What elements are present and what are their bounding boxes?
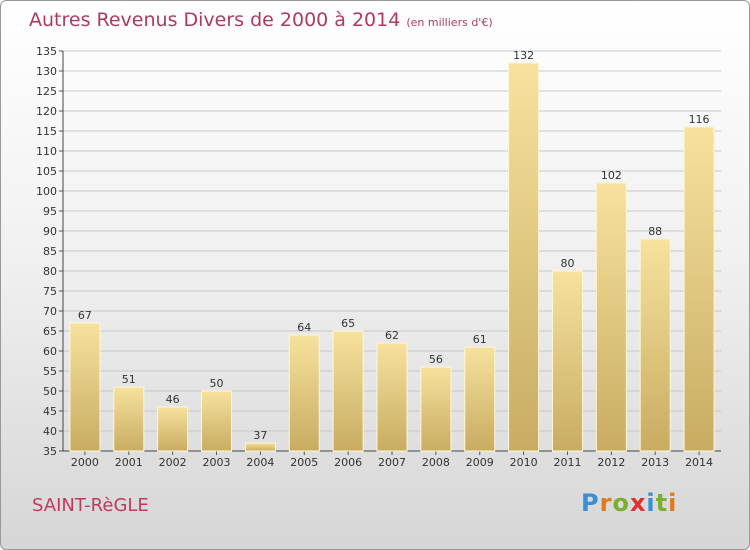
bar xyxy=(551,270,583,452)
y-tick-label: 55 xyxy=(43,365,57,378)
y-tick-label: 75 xyxy=(43,285,57,298)
logo-letter: P xyxy=(581,489,600,517)
x-tick-label: 2010 xyxy=(510,456,538,469)
x-tick-label: 2012 xyxy=(597,456,625,469)
bar xyxy=(69,322,101,452)
bar xyxy=(244,442,276,452)
proxiti-logo: Proxiti xyxy=(581,489,677,517)
logo-letter: t xyxy=(655,489,669,517)
logo-letter: r xyxy=(599,489,613,517)
data-label: 46 xyxy=(166,393,180,406)
data-label: 102 xyxy=(601,169,622,182)
x-tick-label: 2002 xyxy=(159,456,187,469)
x-tick-label: 2004 xyxy=(246,456,274,469)
y-tick-label: 125 xyxy=(36,85,57,98)
y-tick-label: 115 xyxy=(36,125,57,138)
x-tick-label: 2007 xyxy=(378,456,406,469)
data-label: 51 xyxy=(122,373,136,386)
logo-letter: o xyxy=(612,489,630,517)
logo-letter: i xyxy=(668,489,678,517)
bar xyxy=(288,334,320,452)
x-tick-label: 2014 xyxy=(685,456,713,469)
x-tick-label: 2003 xyxy=(203,456,231,469)
data-label: 37 xyxy=(253,429,267,442)
y-tick-label: 50 xyxy=(43,385,57,398)
y-tick-label: 45 xyxy=(43,405,57,418)
data-label: 67 xyxy=(78,309,92,322)
y-tick-label: 90 xyxy=(43,225,57,238)
bars xyxy=(69,62,715,452)
chart-title: Autres Revenus Divers de 2000 à 2014 (en … xyxy=(29,9,493,31)
y-tick-label: 70 xyxy=(43,305,57,318)
x-tick-label: 2009 xyxy=(466,456,494,469)
bar xyxy=(683,126,715,452)
x-tick-label: 2008 xyxy=(422,456,450,469)
bar xyxy=(201,390,233,452)
chart-unit-note: (en milliers d'€) xyxy=(406,16,493,29)
y-tick-label: 85 xyxy=(43,245,57,258)
bar xyxy=(464,346,496,452)
x-tick-label: 2011 xyxy=(553,456,581,469)
bar xyxy=(157,406,189,452)
data-label: 132 xyxy=(513,49,534,62)
bar xyxy=(639,238,671,452)
x-tick-label: 2005 xyxy=(290,456,318,469)
x-tick-label: 2001 xyxy=(115,456,143,469)
y-tick-label: 95 xyxy=(43,205,57,218)
data-label: 116 xyxy=(689,113,710,126)
data-label: 80 xyxy=(560,257,574,270)
data-label: 65 xyxy=(341,317,355,330)
y-tick-label: 40 xyxy=(43,425,57,438)
bar xyxy=(332,330,364,452)
y-tick-label: 135 xyxy=(36,45,57,58)
y-tick-label: 120 xyxy=(36,105,57,118)
x-tick-label: 2006 xyxy=(334,456,362,469)
y-tick-label: 80 xyxy=(43,265,57,278)
data-label: 50 xyxy=(210,377,224,390)
bar xyxy=(113,386,145,452)
data-label: 62 xyxy=(385,329,399,342)
y-tick-label: 110 xyxy=(36,145,57,158)
labels: 35 40 45 50 55 60 65 70 75 80 85 90 95 100 105 110 115 12… xyxy=(36,45,713,469)
data-label: 88 xyxy=(648,225,662,238)
logo-letter: x xyxy=(629,489,647,517)
bar xyxy=(376,342,408,452)
logo-letter: i xyxy=(646,489,656,517)
data-label: 56 xyxy=(429,353,443,366)
data-label: 64 xyxy=(297,321,311,334)
y-tick-label: 105 xyxy=(36,165,57,178)
y-tick-label: 100 xyxy=(36,185,57,198)
commune-name: SAINT-RèGLE xyxy=(32,495,149,516)
x-tick-label: 2013 xyxy=(641,456,669,469)
bar xyxy=(595,182,627,452)
y-tick-label: 35 xyxy=(43,445,57,458)
bar xyxy=(420,366,452,452)
chart-title-text: Autres Revenus Divers de 2000 à 2014 xyxy=(29,9,401,31)
x-tick-label: 2000 xyxy=(71,456,99,469)
y-tick-label: 60 xyxy=(43,345,57,358)
bar xyxy=(508,62,540,452)
data-label: 61 xyxy=(473,333,487,346)
y-tick-label: 65 xyxy=(43,325,57,338)
y-tick-label: 130 xyxy=(36,65,57,78)
